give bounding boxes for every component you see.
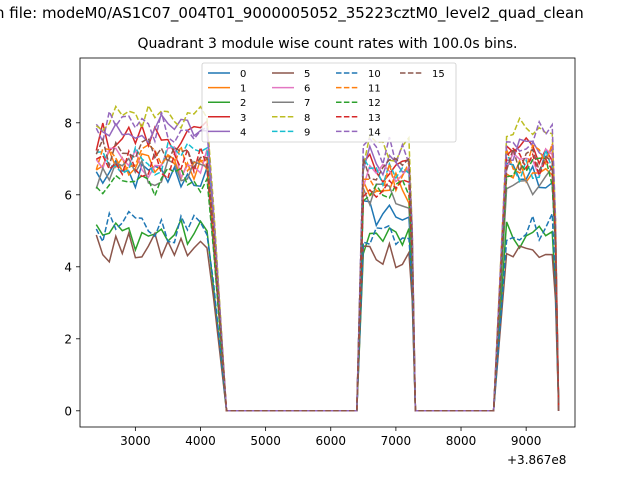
legend-label-4: 4 xyxy=(240,127,246,138)
legend-label-9: 9 xyxy=(304,127,310,138)
y-tick-label: 4 xyxy=(64,260,72,274)
legend-label-0: 0 xyxy=(240,69,246,80)
legend-label-7: 7 xyxy=(304,98,310,109)
series-line-15 xyxy=(95,137,560,412)
legend-label-2: 2 xyxy=(240,98,246,109)
legend-label-1: 1 xyxy=(240,84,246,95)
series-line-13 xyxy=(95,144,560,412)
legend-label-14: 14 xyxy=(368,127,381,138)
series-line-7 xyxy=(95,157,560,412)
x-tick-label: 6000 xyxy=(315,434,346,448)
x-tick-label: 9000 xyxy=(511,434,542,448)
figure-suptitle: n file: modeM0/AS1C07_004T01_9000005052_… xyxy=(0,4,584,22)
legend-label-6: 6 xyxy=(304,84,310,95)
legend-label-11: 11 xyxy=(368,84,381,95)
y-tick-label: 0 xyxy=(64,404,72,418)
series-line-12 xyxy=(95,157,560,412)
x-tick-label: 5000 xyxy=(250,434,281,448)
x-tick-label: 4000 xyxy=(185,434,216,448)
series-line-6 xyxy=(95,146,560,412)
legend-label-12: 12 xyxy=(368,98,381,109)
y-tick-label: 8 xyxy=(64,116,72,130)
legend-label-5: 5 xyxy=(304,69,310,80)
x-offset-label: +3.867e8 xyxy=(507,453,567,467)
series-line-0 xyxy=(95,159,560,412)
legend-box xyxy=(201,62,457,143)
x-tick-label: 3000 xyxy=(120,434,151,448)
series-line-11 xyxy=(95,143,560,412)
series-line-5 xyxy=(95,230,560,412)
x-tick-label: 7000 xyxy=(381,434,412,448)
plot-frame xyxy=(79,57,576,428)
series-line-9 xyxy=(96,141,560,412)
y-tick-label: 2 xyxy=(64,332,72,346)
series-line-1 xyxy=(95,148,560,412)
series-line-10 xyxy=(95,210,560,412)
series-line-3 xyxy=(95,119,560,412)
legend-label-15: 15 xyxy=(432,69,445,80)
series-line-14 xyxy=(95,109,560,412)
legend-label-10: 10 xyxy=(368,69,381,80)
x-tick-label: 8000 xyxy=(446,434,477,448)
legend-label-13: 13 xyxy=(368,113,381,124)
y-tick-label: 6 xyxy=(64,188,72,202)
legend-label-8: 8 xyxy=(304,113,310,124)
chart-title: Quadrant 3 module wise count rates with … xyxy=(137,36,518,52)
legend-label-3: 3 xyxy=(240,113,246,124)
